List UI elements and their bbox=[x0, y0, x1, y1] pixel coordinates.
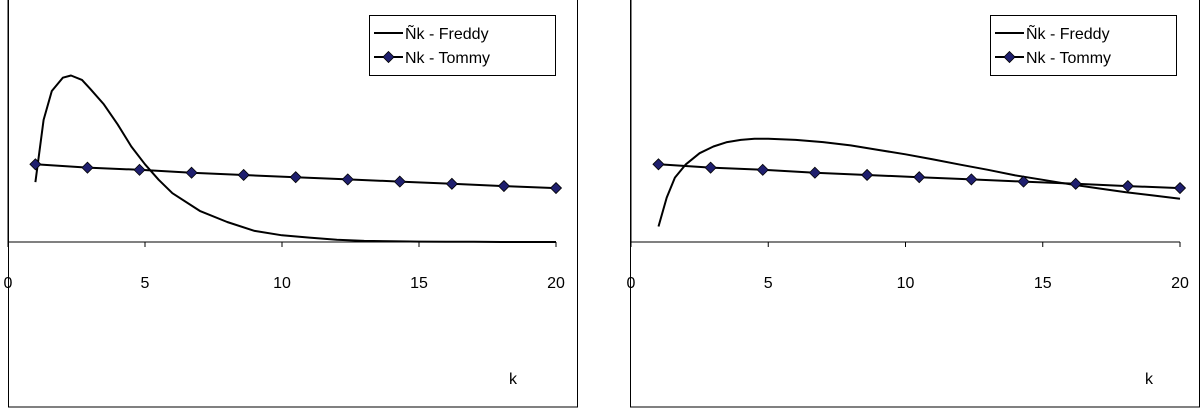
legend-label: Nk - Tommy bbox=[405, 50, 490, 67]
data-point bbox=[1173, 181, 1187, 195]
x-tick-label: 10 bbox=[273, 275, 291, 292]
legend-box bbox=[990, 15, 1177, 76]
x-tick-label: 5 bbox=[764, 275, 773, 292]
legend-entry: Ñk - Freddy bbox=[374, 23, 489, 43]
data-point bbox=[549, 181, 563, 195]
data-point bbox=[445, 177, 458, 190]
x-tick-label: 15 bbox=[410, 275, 428, 292]
chart-left: 0 5 10 15 20 k Ñk - Freddy Nk - Tommy bbox=[4, 0, 565, 388]
x-axis-label: k bbox=[509, 371, 518, 388]
x-tick-label: 15 bbox=[1034, 275, 1052, 292]
data-point bbox=[393, 175, 406, 188]
x-axis-label: k bbox=[1145, 371, 1154, 388]
data-point bbox=[652, 158, 665, 171]
data-point bbox=[133, 163, 146, 176]
legend-label: Nk - Tommy bbox=[1026, 50, 1111, 67]
data-point bbox=[237, 168, 250, 182]
legend-marker bbox=[382, 50, 395, 64]
legend-marker bbox=[1003, 50, 1016, 64]
data-point bbox=[756, 163, 769, 176]
data-point bbox=[29, 158, 42, 171]
x-tick-label: 20 bbox=[547, 275, 565, 292]
x-tick-label: 5 bbox=[141, 275, 150, 292]
data-point bbox=[341, 173, 354, 186]
x-tick-label: 20 bbox=[1171, 275, 1189, 292]
data-point bbox=[704, 161, 717, 174]
legend-label: Ñk - Freddy bbox=[1026, 23, 1110, 43]
legend-label: Ñk - Freddy bbox=[405, 23, 489, 43]
x-tick-label: 0 bbox=[4, 275, 13, 292]
x-tick-label: 0 bbox=[627, 275, 636, 292]
legend-box bbox=[369, 15, 556, 76]
legend-entry: Ñk - Freddy bbox=[995, 23, 1110, 43]
series-line-0 bbox=[34, 74, 556, 243]
data-point bbox=[497, 179, 511, 193]
data-point bbox=[965, 173, 978, 186]
data-point bbox=[289, 171, 302, 184]
legend-entry: Nk - Tommy bbox=[995, 50, 1111, 67]
data-point bbox=[1069, 177, 1082, 190]
legend-entry: Nk - Tommy bbox=[374, 50, 490, 67]
data-point bbox=[913, 171, 926, 184]
data-point bbox=[81, 161, 94, 174]
legend: Ñk - Freddy Nk - Tommy bbox=[990, 15, 1177, 76]
data-point bbox=[185, 166, 198, 179]
data-point bbox=[861, 168, 874, 182]
chart-right: 0 5 10 15 20 k Ñk - Freddy Nk - Tommy bbox=[627, 0, 1189, 388]
data-point bbox=[808, 166, 821, 179]
x-tick-label: 10 bbox=[897, 275, 915, 292]
legend: Ñk - Freddy Nk - Tommy bbox=[369, 15, 556, 76]
data-point bbox=[1017, 175, 1030, 188]
data-point bbox=[1121, 179, 1134, 193]
